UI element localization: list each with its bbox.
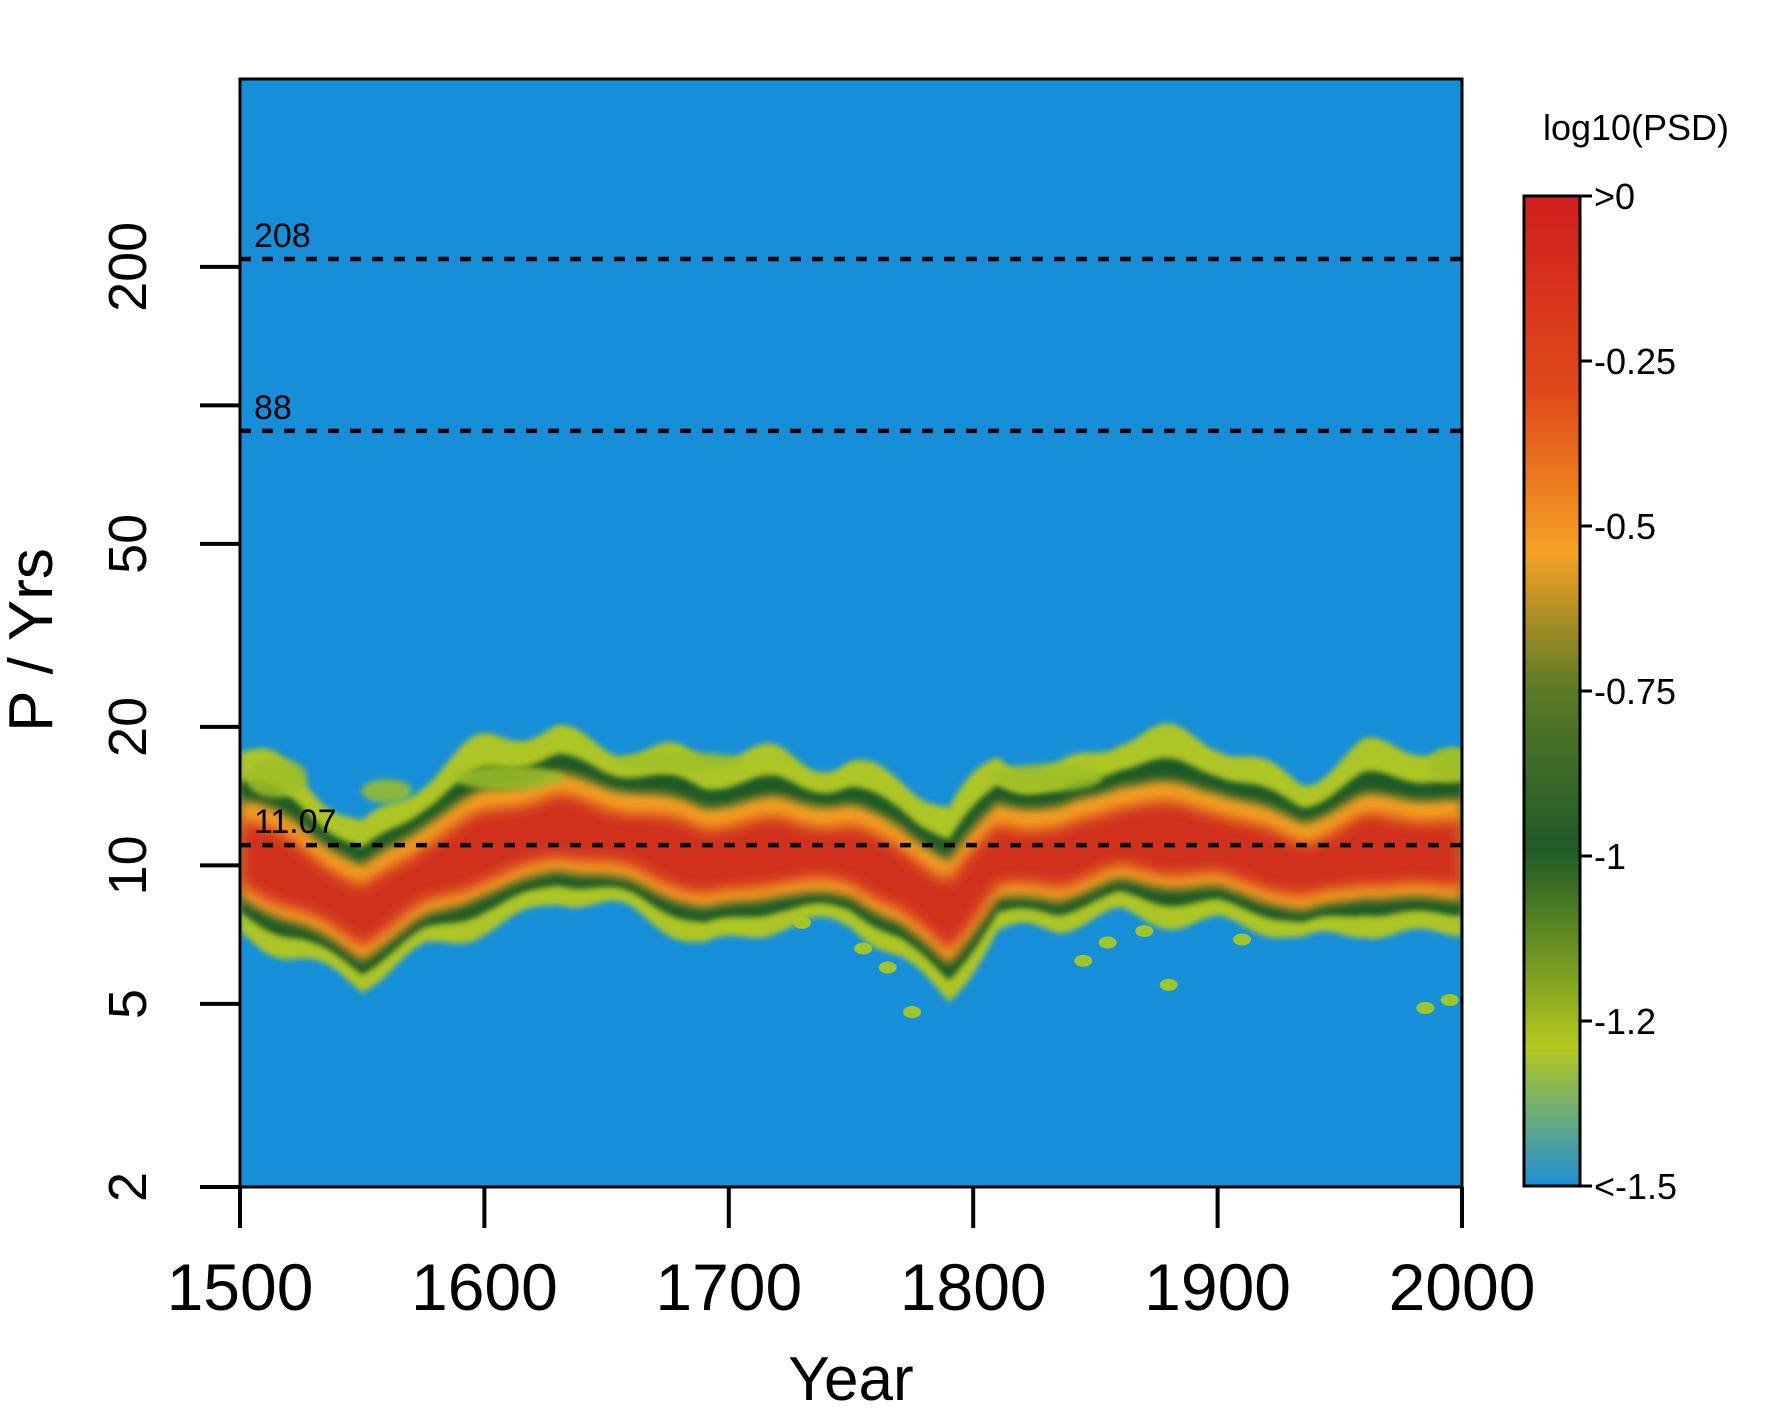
power-spot — [1159, 978, 1178, 991]
power-lobe — [616, 751, 743, 772]
power-lobe — [1428, 747, 1462, 784]
y-tick-label: 5 — [98, 989, 158, 1019]
colorbar-tick-label: >0 — [1594, 176, 1635, 217]
power-spot — [1233, 933, 1252, 946]
power-lobe — [245, 757, 308, 798]
power-spot — [1098, 936, 1117, 949]
y-axis: 2 5 10 20 50 200 — [98, 222, 240, 1202]
power-lobe — [361, 779, 412, 804]
reference-line-label: 88 — [254, 389, 292, 427]
y-tick-label: 10 — [98, 835, 158, 895]
colorbar-title: log10(PSD) — [1543, 107, 1729, 148]
power-lobe — [452, 765, 565, 790]
power-spot — [1135, 925, 1154, 938]
x-tick-label: 1800 — [900, 1250, 1047, 1324]
power-spot — [854, 942, 873, 955]
power-band — [240, 723, 1462, 1019]
colorbar: log10(PSD) >0 -0.25 -0.5 -0.75 -1 -1.2 <-1.5 — [1522, 107, 1729, 1207]
power-spot — [1074, 954, 1093, 967]
x-tick-label: 1700 — [655, 1250, 802, 1324]
x-tick-label: 1900 — [1144, 1250, 1291, 1324]
colorbar-tick-label: -0.5 — [1594, 506, 1656, 547]
reference-lines: 208 88 11.07 — [240, 217, 1462, 848]
power-spot — [878, 961, 897, 974]
x-tick-label: 2000 — [1389, 1250, 1536, 1324]
reference-line-label: 11.07 — [254, 803, 337, 841]
x-tick-label: 1600 — [411, 1250, 558, 1324]
plot-background — [240, 79, 1462, 1187]
x-tick-label: 1500 — [167, 1250, 314, 1324]
power-spot — [1416, 1001, 1435, 1014]
colorbar-tick-label: -1.2 — [1594, 1001, 1656, 1042]
colorbar-tick-label: -0.25 — [1594, 341, 1676, 382]
colorbar-gradient — [1522, 194, 1582, 1188]
y-tick-label: 50 — [98, 514, 158, 574]
colorbar-tick-label: -1 — [1594, 836, 1626, 877]
power-spot — [903, 1006, 922, 1019]
power-spot — [793, 916, 812, 929]
reference-line-label: 208 — [254, 217, 311, 255]
y-tick-label: 2 — [98, 1172, 158, 1202]
power-spot — [1440, 993, 1459, 1006]
colorbar-tick-label: <-1.5 — [1594, 1166, 1677, 1207]
colorbar-tick-label: -0.75 — [1594, 671, 1676, 712]
power-lobe — [990, 763, 1103, 792]
y-tick-label: 20 — [98, 697, 158, 757]
power-band-layer — [240, 793, 1462, 952]
x-axis-title: Year — [788, 1345, 913, 1414]
y-tick-label: 200 — [98, 222, 158, 312]
y-axis-title: P / Yrs — [0, 548, 66, 732]
x-axis: 1500 1600 1700 1800 1900 2000 — [167, 1185, 1536, 1324]
